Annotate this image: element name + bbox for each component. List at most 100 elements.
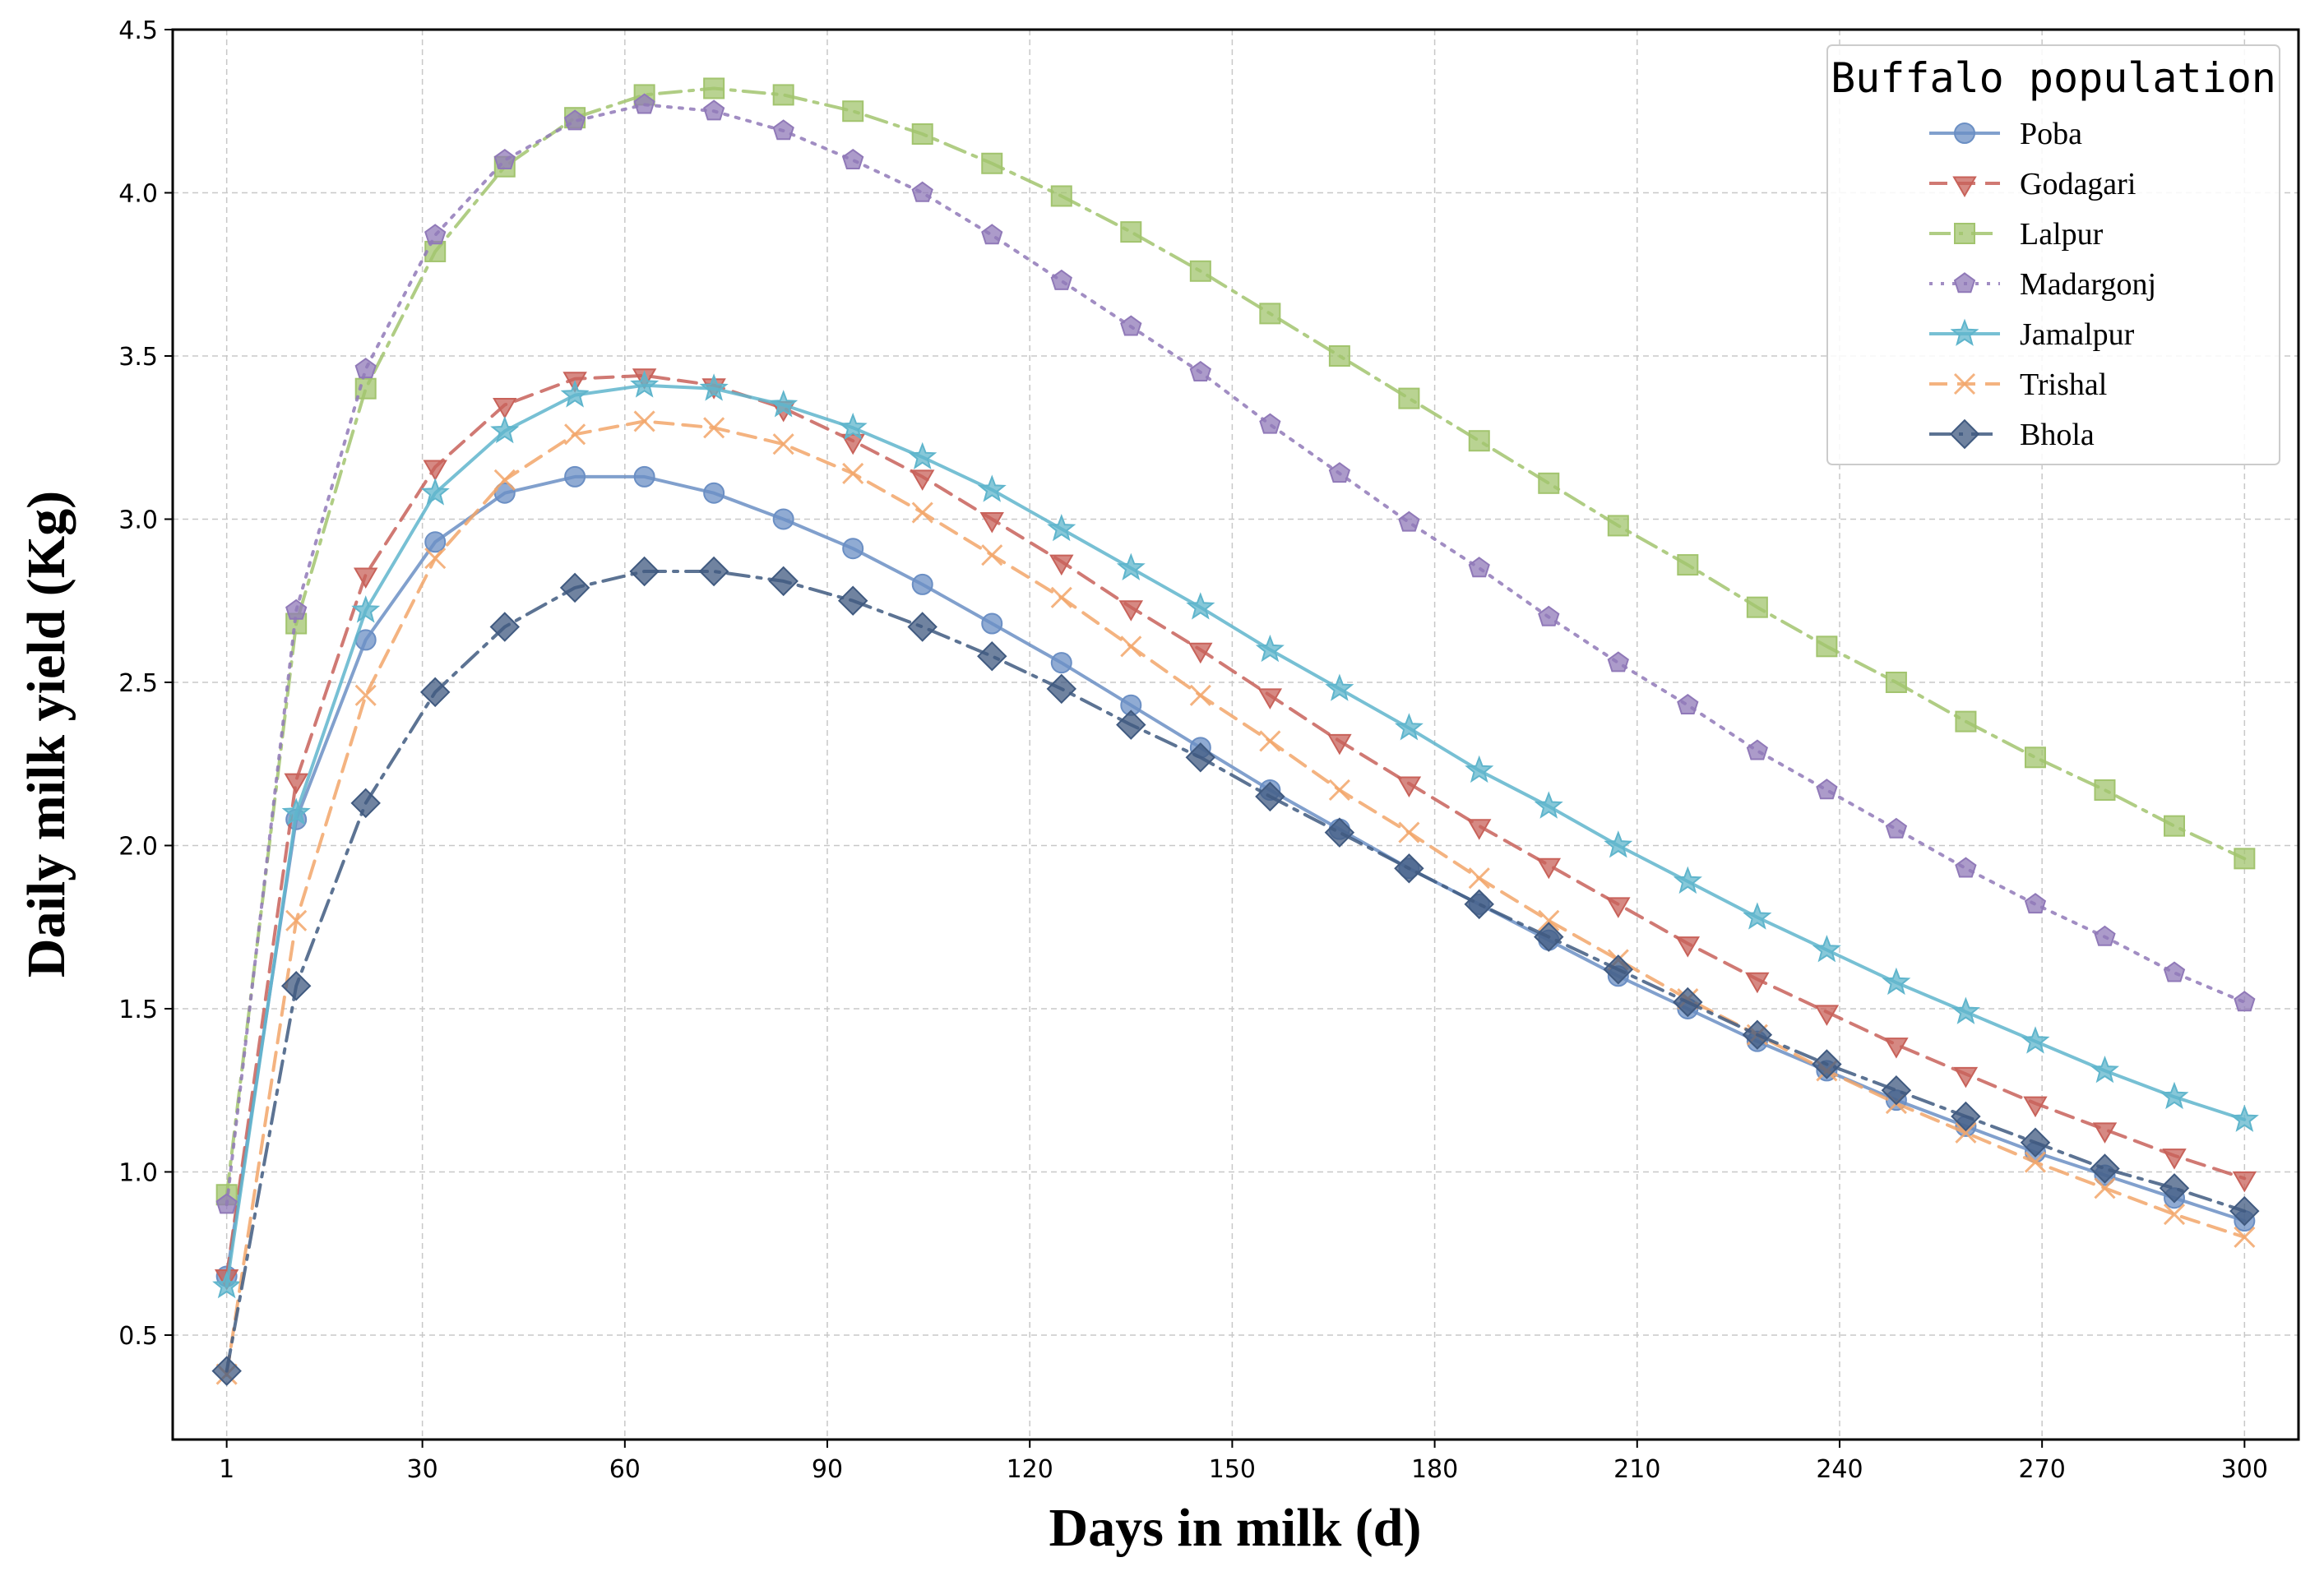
data-point-madargonj	[772, 119, 794, 141]
data-point-bhola	[2090, 1153, 2120, 1184]
series-line-godagari	[225, 373, 2247, 1278]
data-point-poba	[842, 538, 864, 560]
data-point-lalpur	[772, 84, 794, 106]
data-point-godagari	[1606, 897, 1631, 918]
data-point-godagari	[2092, 1122, 2118, 1144]
data-point-trishal	[2094, 1177, 2116, 1199]
data-point-madargonj	[1050, 269, 1072, 290]
y-tick-label: 3.5	[118, 343, 158, 372]
x-tick-label: 300	[2221, 1455, 2268, 1484]
data-point-madargonj	[1538, 605, 1560, 626]
series-jamalpur	[212, 370, 2259, 1299]
data-point-jamalpur	[1882, 967, 1911, 996]
data-point-bhola	[977, 640, 1007, 672]
data-point-godagari	[423, 460, 447, 481]
data-point-lalpur	[2234, 848, 2256, 870]
data-point-madargonj	[633, 93, 655, 114]
data-point-trishal	[493, 469, 516, 491]
data-point-madargonj	[981, 224, 1003, 245]
series-lalpur	[215, 77, 2256, 1206]
data-point-godagari	[979, 512, 1004, 534]
data-point-jamalpur	[351, 595, 381, 623]
data-point-trishal	[424, 548, 447, 570]
data-point-jamalpur	[1534, 791, 1563, 819]
data-point-bhola	[907, 612, 937, 642]
data-point-lalpur	[354, 377, 377, 400]
data-point-bhola	[1116, 709, 1146, 740]
data-point-godagari	[1118, 600, 1144, 622]
data-point-trishal	[2024, 1151, 2047, 1173]
data-point-jamalpur	[1743, 902, 1772, 930]
data-point-bhola	[629, 556, 660, 587]
data-point-madargonj	[424, 224, 447, 245]
data-point-madargonj	[1328, 462, 1351, 483]
data-point-madargonj	[842, 148, 864, 169]
data-point-jamalpur	[490, 415, 520, 444]
legend-marker-madargonj	[1953, 272, 1976, 293]
legend-items: Poba Godagari Lalpur Madargonj Jamalpur Trish…	[1929, 117, 2156, 452]
y-axis-title: Daily milk yield (Kg)	[16, 491, 76, 977]
data-point-madargonj	[1259, 413, 1281, 434]
x-tick-label: 270	[2019, 1455, 2066, 1484]
data-point-godagari	[353, 567, 378, 589]
data-point-madargonj	[1955, 857, 1977, 878]
data-point-madargonj	[1816, 779, 1838, 800]
data-point-madargonj	[354, 358, 377, 379]
data-point-godagari	[1327, 733, 1352, 756]
data-point-trishal	[981, 544, 1003, 566]
data-point-trishal	[1189, 684, 1211, 706]
data-point-jamalpur	[1465, 755, 1494, 783]
data-point-trishal	[1398, 821, 1420, 843]
x-tick-label: 150	[1209, 1455, 1256, 1484]
x-tick-label: 90	[812, 1455, 843, 1484]
data-point-lalpur	[1050, 185, 1072, 207]
data-point-godagari	[1884, 1038, 1909, 1059]
data-point-lalpur	[1328, 344, 1350, 367]
data-point-trishal	[1468, 867, 1490, 890]
data-point-bhola	[1951, 1101, 1981, 1132]
data-point-lalpur	[842, 100, 864, 122]
data-point-poba	[1050, 652, 1072, 674]
legend-item-madargonj: Madargonj	[1929, 267, 2156, 302]
y-tick-label: 3.0	[118, 506, 158, 534]
data-point-godagari	[2232, 1171, 2257, 1193]
legend-label-godagari: Godagari	[2020, 167, 2136, 201]
data-point-jamalpur	[1951, 996, 1980, 1024]
data-point-bhola	[350, 788, 381, 819]
legend-label-bhola: Bhola	[2020, 418, 2095, 452]
legend-marker-godagari	[1952, 176, 1977, 197]
data-point-jamalpur	[281, 797, 311, 825]
data-point-poba	[981, 612, 1003, 635]
series-line-poba	[225, 474, 2247, 1278]
legend-label-jamalpur: Jamalpur	[2020, 317, 2135, 352]
data-point-madargonj	[2094, 925, 2116, 946]
data-point-bhola	[1185, 742, 1216, 773]
data-point-trishal	[1328, 779, 1350, 802]
y-tick-label: 2.5	[118, 669, 158, 698]
data-point-godagari	[2023, 1096, 2048, 1118]
data-point-bhola	[419, 677, 451, 708]
data-point-jamalpur	[908, 441, 937, 469]
data-point-trishal	[703, 417, 725, 439]
data-point-trishal	[564, 423, 586, 446]
y-tick-label: 2.0	[118, 832, 158, 861]
data-point-jamalpur	[2021, 1026, 2050, 1054]
data-point-madargonj	[1607, 651, 1629, 672]
plot-frame	[171, 28, 2300, 1441]
legend-marker-poba	[1954, 122, 1975, 144]
data-point-trishal	[911, 501, 933, 524]
x-tick-label: 210	[1613, 1455, 1660, 1484]
legend-marker-lalpur	[1954, 223, 1975, 244]
series-line-lalpur	[225, 86, 2247, 1197]
data-point-poba	[772, 508, 794, 530]
x-tick-label: 180	[1411, 1455, 1458, 1484]
legend-label-lalpur: Lalpur	[2020, 217, 2104, 252]
data-point-madargonj	[1746, 739, 1768, 760]
legend-box	[1826, 44, 2280, 465]
data-point-lalpur	[2094, 779, 2116, 801]
series-line-bhola	[225, 570, 2247, 1373]
data-point-lalpur	[2024, 746, 2046, 769]
data-point-bhola	[1255, 781, 1285, 812]
data-point-bhola	[768, 566, 799, 597]
data-point-trishal	[1538, 909, 1560, 931]
